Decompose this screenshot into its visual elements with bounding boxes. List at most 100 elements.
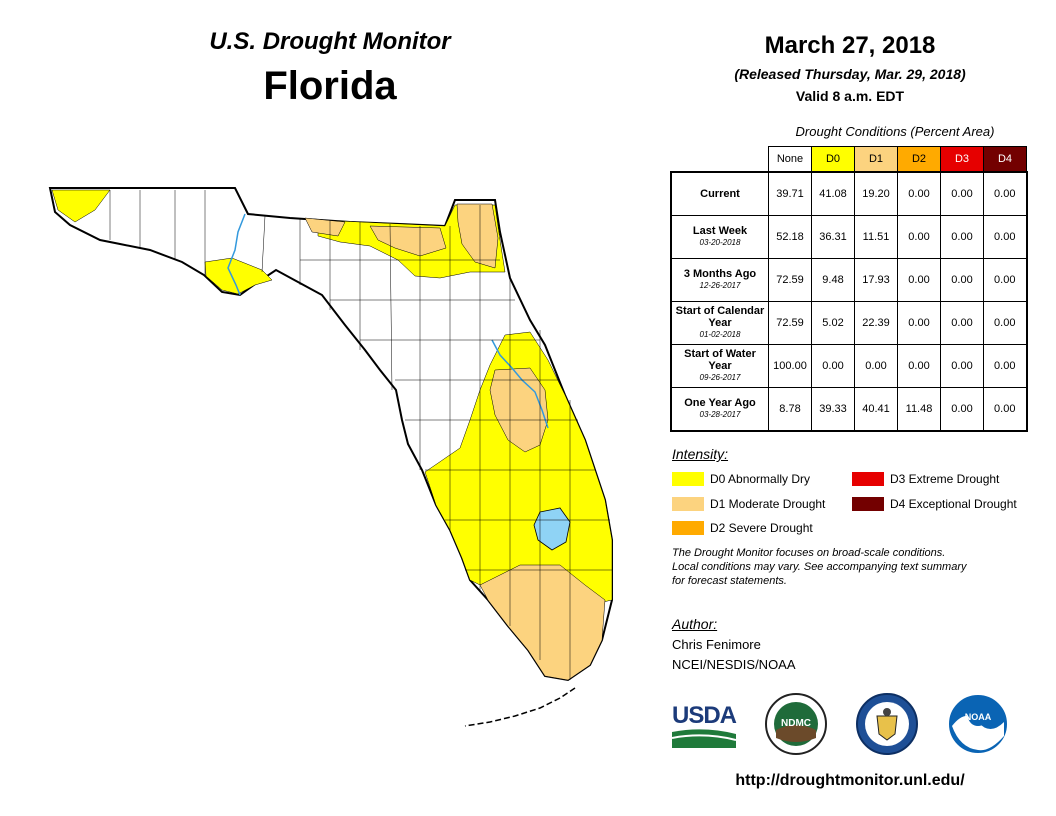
- table-row: 3 Months Ago 12-26-2017 72.59 9.48 17.93 …: [670, 258, 1027, 302]
- table-cell: 8.78: [768, 387, 812, 432]
- table-cell: 0.00: [940, 171, 984, 216]
- florida-keys: [464, 687, 576, 727]
- table-cell: 0.00: [983, 215, 1027, 259]
- disclaimer-note: The Drought Monitor focuses on broad-sca…: [672, 546, 1022, 588]
- column-header-none: None: [768, 146, 812, 173]
- legend-label: D1 Moderate Drought: [710, 497, 826, 511]
- table-cell: 22.39: [854, 301, 898, 345]
- author-name: Chris Fenimore: [672, 637, 761, 652]
- legend-item-d4: D4 Exceptional Drought: [852, 497, 1017, 511]
- usda-swoosh-icon: [672, 729, 736, 748]
- table-cell: 41.08: [811, 171, 855, 216]
- table-cell: 72.59: [768, 258, 812, 302]
- table-cell: 39.71: [768, 171, 812, 216]
- noaa-logo-icon: NOAA: [947, 693, 1009, 755]
- table-cell: 0.00: [983, 344, 1027, 388]
- usda-logo: USDA: [672, 702, 737, 729]
- legend-label: D0 Abnormally Dry: [710, 472, 811, 486]
- column-header-d4: D4: [983, 146, 1027, 173]
- table-cell: 17.93: [854, 258, 898, 302]
- table-cell: 0.00: [940, 215, 984, 259]
- table-corner: [671, 147, 769, 173]
- legend-swatch: [852, 497, 884, 511]
- d1-region-south: [479, 564, 606, 681]
- lake-okeechobee: [533, 507, 571, 551]
- row-label: One Year Ago 03-28-2017: [670, 387, 769, 432]
- legend-swatch: [672, 521, 704, 535]
- note-line: for forecast statements.: [672, 575, 787, 587]
- table-cell: 100.00: [768, 344, 812, 388]
- legend-title: Intensity:: [672, 446, 729, 462]
- table-cell: 0.00: [811, 344, 855, 388]
- state-name: Florida: [263, 64, 397, 108]
- table-cell: 39.33: [811, 387, 855, 432]
- legend-label: D4 Exceptional Drought: [890, 497, 1017, 511]
- table-cell: 72.59: [768, 301, 812, 345]
- legend-item-d1: D1 Moderate Drought: [672, 497, 825, 511]
- author-org: NCEI/NESDIS/NOAA: [672, 657, 796, 672]
- legend-swatch: [852, 472, 884, 486]
- table-cell: 11.48: [897, 387, 941, 432]
- d0-region-panhandle-west: [51, 189, 111, 223]
- table-cell: 0.00: [983, 258, 1027, 302]
- table-cell: 0.00: [940, 387, 984, 432]
- table-cell: 11.51: [854, 215, 898, 259]
- column-header-d1: D1: [854, 146, 898, 173]
- table-cell: 0.00: [983, 387, 1027, 432]
- author-heading: Author:: [672, 616, 718, 632]
- table-cell: 0.00: [940, 258, 984, 302]
- apalachicola-river: [227, 213, 246, 296]
- column-header-d0: D0: [811, 146, 855, 173]
- table-row: One Year Ago 03-28-2017 8.78 39.33 40.41 …: [670, 387, 1027, 432]
- table-cell: 19.20: [854, 171, 898, 216]
- table-cell: 0.00: [897, 301, 941, 345]
- row-label: Start of Calendar Year 01-02-2018: [670, 301, 769, 345]
- website-link[interactable]: http://droughtmonitor.unl.edu/: [735, 772, 965, 789]
- legend-item-d2: D2 Severe Drought: [672, 521, 813, 535]
- table-cell: 52.18: [768, 215, 812, 259]
- table-cell: 0.00: [897, 215, 941, 259]
- legend-item-d3: D3 Extreme Drought: [852, 472, 999, 486]
- note-line: The Drought Monitor focuses on broad-sca…: [672, 547, 946, 559]
- column-header-d2: D2: [897, 146, 941, 173]
- table-row: Current 39.71 41.08 19.20 0.00 0.00 0.00: [670, 171, 1027, 216]
- row-label: Current: [670, 171, 769, 216]
- table-cell: 0.00: [897, 171, 941, 216]
- table-cell: 0.00: [897, 344, 941, 388]
- table-caption: Drought Conditions (Percent Area): [795, 124, 995, 139]
- svg-text:NDMC: NDMC: [781, 718, 811, 729]
- drought-conditions-table: None D0 D1 D2 D3 D4 Current 39.71 41.08 …: [670, 146, 1028, 432]
- doc-seal-icon: [856, 693, 918, 755]
- legend-label: D2 Severe Drought: [710, 521, 813, 535]
- row-label: Start of Water Year 09-26-2017: [670, 344, 769, 388]
- table-cell: 0.00: [983, 171, 1027, 216]
- table-cell: 0.00: [940, 344, 984, 388]
- table-cell: 40.41: [854, 387, 898, 432]
- d1-region-northeast: [456, 203, 499, 269]
- release-date: (Released Thursday, Mar. 29, 2018): [734, 66, 966, 82]
- ndmc-logo-icon: NDMC: [765, 693, 827, 755]
- table-cell: 0.00: [940, 301, 984, 345]
- table-cell: 0.00: [854, 344, 898, 388]
- row-label: Last Week 03-20-2018: [670, 215, 769, 259]
- florida-map: [48, 187, 613, 727]
- svg-text:NOAA: NOAA: [965, 712, 992, 722]
- table-cell: 5.02: [811, 301, 855, 345]
- legend-swatch: [672, 497, 704, 511]
- legend-swatch: [672, 472, 704, 486]
- row-label: 3 Months Ago 12-26-2017: [670, 258, 769, 302]
- valid-time: Valid 8 a.m. EDT: [795, 88, 905, 104]
- note-line: Local conditions may vary. See accompany…: [672, 561, 967, 573]
- column-header-d3: D3: [940, 146, 984, 173]
- map-date: March 27, 2018: [764, 32, 936, 59]
- d0-region-panhandle-bay: [204, 257, 273, 295]
- table-row: Last Week 03-20-2018 52.18 36.31 11.51 0.…: [670, 215, 1027, 259]
- table-cell: 0.00: [897, 258, 941, 302]
- table-row: Start of Water Year 09-26-2017 100.00 0.0…: [670, 344, 1027, 388]
- table-row: Start of Calendar Year 01-02-2018 72.59 5…: [670, 301, 1027, 345]
- map-title: U.S. Drought Monitor: [209, 28, 451, 55]
- legend-label: D3 Extreme Drought: [890, 472, 1000, 486]
- legend-item-d0: D0 Abnormally Dry: [672, 472, 810, 486]
- table-cell: 0.00: [983, 301, 1027, 345]
- d1-region-north-1: [304, 217, 346, 237]
